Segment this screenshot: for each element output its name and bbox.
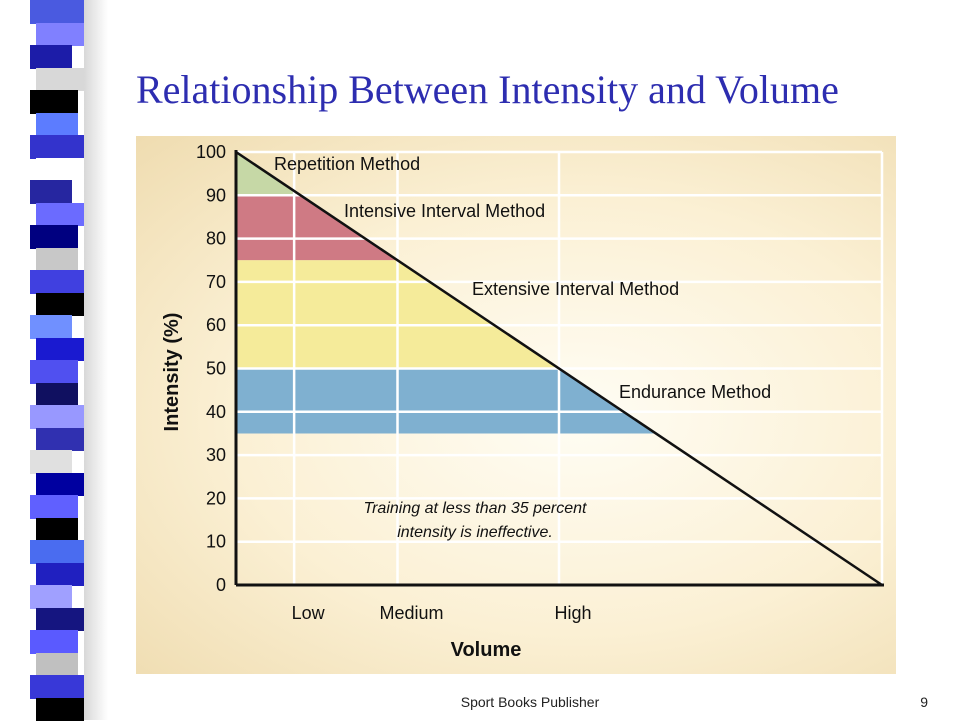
strip-block bbox=[30, 45, 72, 69]
y-tick-label: 80 bbox=[206, 229, 226, 249]
strip-block bbox=[30, 405, 84, 429]
chart-panel: 0 10 20 30 40 50 60 70 80 90 100 Low Medium High Volum… bbox=[136, 136, 896, 674]
x-tick-label: Medium bbox=[379, 603, 443, 623]
strip-block bbox=[36, 293, 84, 317]
annotation-text: intensity is ineffective. bbox=[397, 524, 553, 541]
strip-block bbox=[30, 315, 72, 339]
strip-block bbox=[36, 608, 90, 632]
strip-block bbox=[30, 135, 84, 159]
zone-label: Repetition Method bbox=[274, 154, 420, 174]
strip-block bbox=[30, 360, 78, 384]
strip-block bbox=[30, 450, 72, 474]
x-axis-label: Volume bbox=[451, 639, 522, 661]
strip-block bbox=[36, 518, 78, 542]
strip-block bbox=[36, 428, 84, 452]
x-tick-label: High bbox=[554, 603, 591, 623]
strip-block bbox=[36, 338, 90, 362]
strip-block bbox=[36, 158, 84, 182]
zone-label: Intensive Interval Method bbox=[344, 201, 545, 221]
strip-block bbox=[36, 383, 78, 407]
strip-block bbox=[30, 270, 84, 294]
strip-block bbox=[36, 248, 78, 272]
strip-block bbox=[36, 68, 90, 92]
y-tick-label: 70 bbox=[206, 272, 226, 292]
y-tick-label: 30 bbox=[206, 445, 226, 465]
y-tick-label: 10 bbox=[206, 532, 226, 552]
footer-publisher: Sport Books Publisher bbox=[0, 694, 960, 710]
x-tick-label: Low bbox=[292, 603, 326, 623]
zone-4 bbox=[236, 369, 656, 434]
strip-block bbox=[30, 630, 78, 654]
zone-label: Extensive Interval Method bbox=[472, 279, 679, 299]
strip-block bbox=[30, 585, 72, 609]
strip-block bbox=[30, 225, 78, 249]
strip-block bbox=[36, 203, 90, 227]
strip-block bbox=[36, 653, 78, 677]
strip-block bbox=[36, 473, 90, 497]
strip-block bbox=[30, 90, 78, 114]
y-tick-label: 50 bbox=[206, 359, 226, 379]
strip-block bbox=[36, 113, 78, 137]
zone-label: Endurance Method bbox=[619, 382, 771, 402]
y-axis-label: Intensity (%) bbox=[161, 313, 183, 432]
strip-block bbox=[30, 540, 84, 564]
strip-block bbox=[30, 495, 78, 519]
chart-svg: 0 10 20 30 40 50 60 70 80 90 100 Low Medium High Volum… bbox=[136, 136, 896, 674]
strip-shadow bbox=[84, 0, 108, 720]
strip-block bbox=[36, 23, 84, 47]
y-tick-label: 100 bbox=[196, 142, 226, 162]
page-number: 9 bbox=[920, 694, 928, 710]
y-tick-label: 90 bbox=[206, 185, 226, 205]
strip-block bbox=[30, 180, 72, 204]
strip-block bbox=[36, 563, 84, 587]
strip-block bbox=[30, 0, 84, 24]
y-tick-label: 20 bbox=[206, 488, 226, 508]
y-tick-label: 60 bbox=[206, 315, 226, 335]
slide-title: Relationship Between Intensity and Volum… bbox=[136, 66, 936, 113]
y-tick-label: 40 bbox=[206, 402, 226, 422]
annotation-text: Training at less than 35 percent bbox=[364, 500, 588, 517]
y-tick-label: 0 bbox=[216, 575, 226, 595]
